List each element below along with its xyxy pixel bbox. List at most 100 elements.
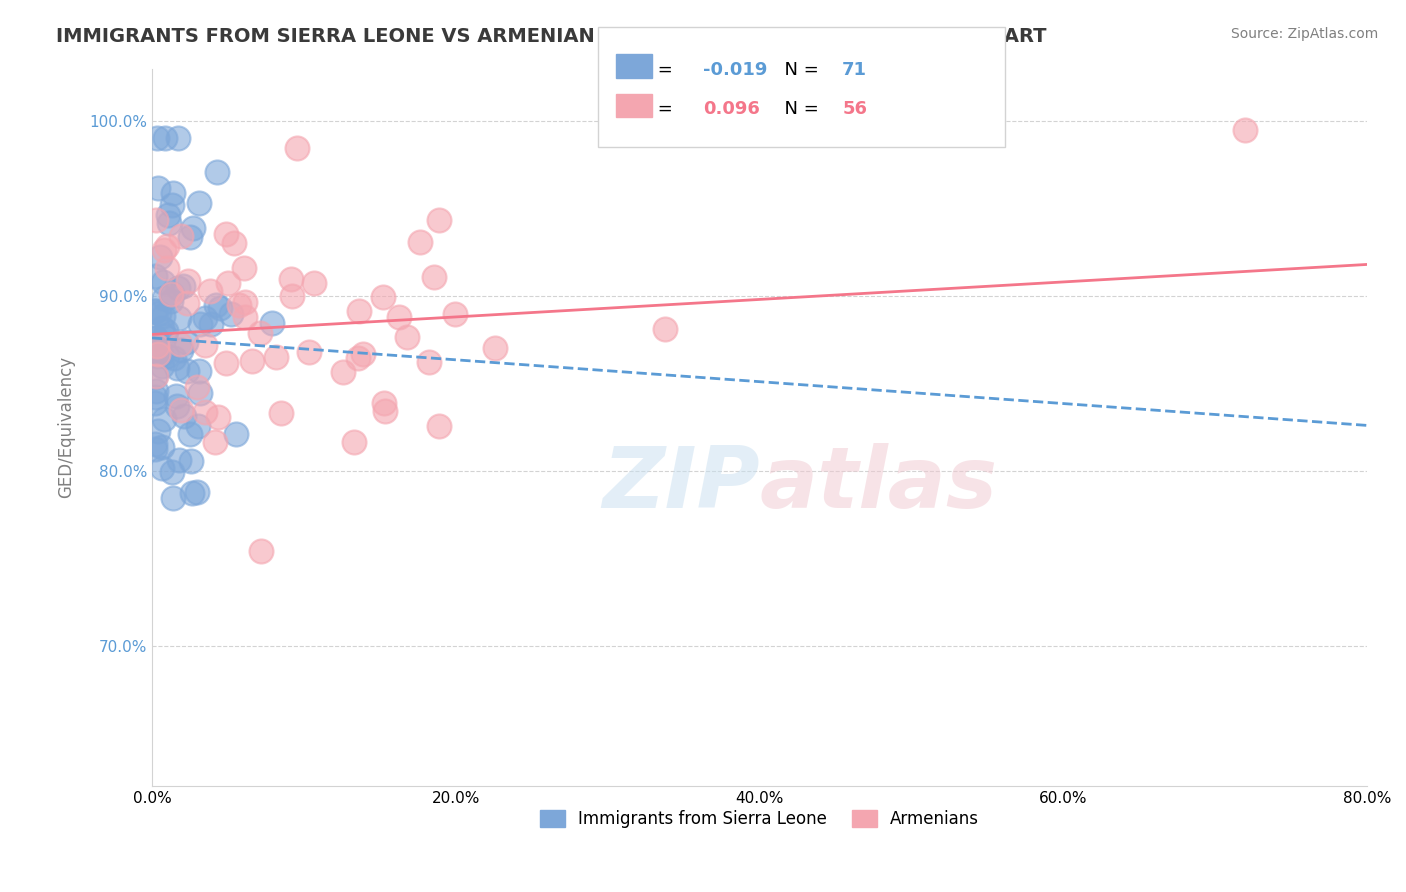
Text: 56: 56 [842, 100, 868, 118]
Point [156, 350, 179, 364]
Point [409, 235, 432, 249]
Point [187, 419, 209, 434]
Point [169, 343, 191, 358]
Point [181, 220, 204, 235]
Point [149, 250, 172, 264]
Point [150, 347, 173, 361]
Point [250, 544, 273, 558]
Point [152, 275, 174, 289]
Point [280, 272, 302, 286]
Point [169, 336, 191, 351]
Point [186, 484, 208, 499]
Point [233, 310, 256, 324]
Y-axis label: GED/Equivalency: GED/Equivalency [58, 356, 75, 499]
Point [187, 195, 209, 210]
Point [160, 465, 183, 479]
Point [159, 287, 181, 301]
Point [214, 227, 236, 241]
Point [146, 181, 169, 195]
Point [233, 294, 256, 309]
Point [143, 268, 166, 283]
Point [174, 335, 197, 350]
Point [181, 486, 204, 500]
Point [155, 324, 177, 338]
Point [179, 230, 201, 244]
Point [166, 131, 188, 145]
Point [217, 276, 239, 290]
Point [150, 440, 173, 454]
Point [228, 298, 250, 312]
Point [388, 310, 411, 325]
Point [153, 131, 176, 145]
Point [1234, 122, 1257, 136]
Legend: Immigrants from Sierra Leone, Armenians: Immigrants from Sierra Leone, Armenians [533, 804, 986, 835]
Point [177, 274, 200, 288]
Point [145, 384, 167, 398]
Text: R =: R = [628, 100, 679, 118]
Point [146, 350, 169, 364]
Point [188, 385, 211, 400]
Point [170, 229, 193, 244]
Point [200, 317, 222, 331]
Point [352, 347, 374, 361]
Point [157, 216, 180, 230]
Point [156, 261, 179, 276]
Point [145, 339, 167, 353]
Point [143, 391, 166, 405]
Point [145, 331, 167, 345]
Point [654, 322, 676, 336]
Point [143, 303, 166, 318]
Point [167, 281, 190, 295]
Point [146, 131, 169, 145]
Point [418, 355, 440, 369]
Point [176, 295, 198, 310]
Text: R =: R = [628, 61, 679, 78]
Point [204, 435, 226, 450]
Point [215, 356, 238, 370]
Point [179, 427, 201, 442]
Point [260, 316, 283, 330]
Point [166, 360, 188, 375]
Point [160, 287, 183, 301]
Point [242, 354, 264, 368]
Text: N =: N = [773, 61, 825, 78]
Point [146, 347, 169, 361]
Point [285, 141, 308, 155]
Point [150, 359, 173, 374]
Point [143, 344, 166, 359]
Point [143, 331, 166, 345]
Point [159, 294, 181, 309]
Point [232, 261, 254, 276]
Point [152, 309, 174, 323]
Text: N =: N = [773, 100, 825, 118]
Text: 71: 71 [842, 61, 868, 78]
Point [373, 396, 395, 410]
Point [156, 209, 179, 223]
Point [427, 418, 450, 433]
Text: -0.019: -0.019 [703, 61, 768, 78]
Point [148, 306, 170, 320]
Point [343, 434, 366, 449]
Point [188, 318, 211, 332]
Point [152, 321, 174, 335]
Point [194, 338, 217, 352]
Point [143, 437, 166, 451]
Point [222, 235, 245, 250]
Point [349, 304, 371, 318]
Point [145, 212, 167, 227]
Point [374, 404, 396, 418]
Point [152, 291, 174, 305]
Point [281, 289, 304, 303]
Text: atlas: atlas [759, 443, 997, 526]
Point [146, 424, 169, 438]
Point [371, 290, 394, 304]
Point [423, 269, 446, 284]
Point [198, 284, 221, 298]
Point [173, 409, 195, 424]
Point [225, 427, 247, 442]
Point [167, 310, 190, 325]
Point [484, 341, 506, 355]
Point [188, 364, 211, 378]
Point [150, 461, 173, 475]
Point [172, 279, 194, 293]
